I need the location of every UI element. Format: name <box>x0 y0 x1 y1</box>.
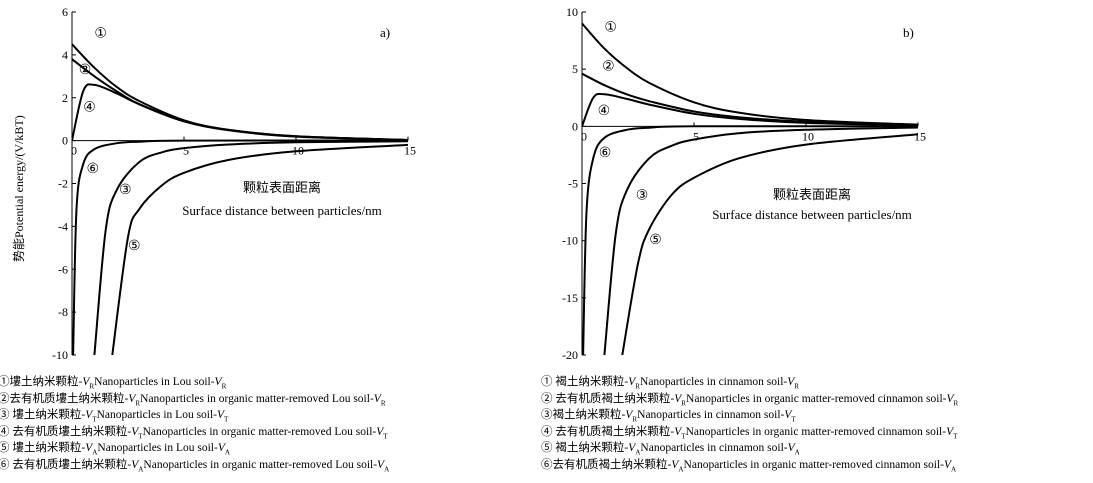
y-tick-label: 10 <box>566 5 578 19</box>
y-tick-label: 6 <box>62 5 68 19</box>
curve-label-4: ④ <box>598 104 611 119</box>
x-axis-label-cn: 颗粒表面距离 <box>243 180 321 195</box>
y-tick-label: 2 <box>62 91 68 105</box>
legend-item: ①塿土纳米颗粒-VRNanoparticles in Lou soil-VR <box>0 376 227 391</box>
y-tick-label: -10 <box>562 234 578 248</box>
legend-item: ②去有机质塿土纳米颗粒-VRNanoparticles in organic m… <box>0 392 386 407</box>
x-tick-label: 0 <box>71 144 77 158</box>
curve-label-2: ② <box>79 63 92 78</box>
curve-label-5: ⑤ <box>128 239 141 254</box>
panel-label: a) <box>380 25 390 40</box>
series-line-6 <box>72 139 409 356</box>
legend-item: ③褐土纳米颗粒-VRNanoparticles in cinnamon soil… <box>541 409 796 424</box>
x-axis-label-cn: 颗粒表面距离 <box>773 187 851 202</box>
y-axis-label-a: 势能Potential energy/(V/kBT) <box>12 115 26 262</box>
curve-label-3: ③ <box>119 183 132 198</box>
y-tick-label: -5 <box>568 177 578 191</box>
curve-label-4: ④ <box>83 101 96 116</box>
series-line-5 <box>621 133 919 356</box>
y-tick-label: -20 <box>562 348 578 362</box>
legend-item: ⑤ 塿土纳米颗粒-VANanoparticles in Lou soil-VA <box>0 442 230 457</box>
curve-label-1: ① <box>94 27 107 42</box>
x-axis-label-en: Surface distance between particles/nm <box>712 207 912 222</box>
y-tick-label: -2 <box>58 177 68 191</box>
series-line-3 <box>93 140 409 356</box>
x-tick-label: 15 <box>914 129 926 143</box>
legend-b: ① 褐土纳米颗粒-VRNanoparticles in cinnamon soi… <box>541 374 958 473</box>
x-tick-label: 0 <box>581 129 587 143</box>
y-tick-label: 0 <box>572 119 578 133</box>
y-tick-label: 0 <box>62 134 68 148</box>
curve-label-6: ⑥ <box>599 146 612 161</box>
curve-label-5: ⑤ <box>649 233 662 248</box>
x-tick-label: 5 <box>693 129 699 143</box>
series-line-1 <box>72 43 409 141</box>
y-tick-label: -15 <box>562 291 578 305</box>
series-group <box>582 22 919 356</box>
series-line-2 <box>582 72 919 127</box>
series-line-4 <box>582 92 919 127</box>
y-tick-label: -10 <box>52 348 68 362</box>
legend-item: ④ 去有机质褐土纳米颗粒-VTNanoparticles in organic … <box>541 425 958 440</box>
y-tick-label: -6 <box>58 262 68 276</box>
y-tick-label: -4 <box>58 219 68 233</box>
x-tick-label: 10 <box>802 129 814 143</box>
y-tick-label: -8 <box>58 305 68 319</box>
curve-label-1: ① <box>604 20 617 35</box>
legend-a: ①塿土纳米颗粒-VRNanoparticles in Lou soil-VR ②… <box>0 374 389 473</box>
x-axis-label-en: Surface distance between particles/nm <box>182 203 382 218</box>
series-line-4 <box>72 83 409 141</box>
y-tick-label: 4 <box>62 48 68 62</box>
x-tick-label: 15 <box>404 144 416 158</box>
curve-label-6: ⑥ <box>87 162 100 177</box>
series-line-1 <box>582 22 919 126</box>
series-line-2 <box>72 58 409 141</box>
x-tick-label: 5 <box>183 144 189 158</box>
series-line-6 <box>582 125 919 356</box>
legend-item: ⑥去有机质褐土纳米颗粒-VANanoparticles in organic m… <box>541 458 957 473</box>
y-tick-label: 5 <box>572 62 578 76</box>
series-line-5 <box>111 143 409 356</box>
curve-label-3: ③ <box>636 189 649 204</box>
panel-label: b) <box>903 25 914 40</box>
legend-item: ② 去有机质褐土纳米颗粒-VRNanoparticles in organic … <box>541 392 959 407</box>
legend-item: ⑥ 去有机质塿土纳米颗粒-VANanoparticles in organic … <box>0 458 390 473</box>
legend-item: ① 褐土纳米颗粒-VRNanoparticles in cinnamon soi… <box>541 376 800 391</box>
legend-item: ⑤ 褐土纳米颗粒-VANanoparticles in cinnamon soi… <box>541 442 800 457</box>
curve-label-2: ② <box>602 59 615 74</box>
series-line-3 <box>603 126 919 356</box>
series-group <box>72 43 409 356</box>
legend-item: ③ 塿土纳米颗粒-VTNanoparticles in Lou soil-VT <box>0 409 229 424</box>
legend-item: ④ 去有机质塿土纳米颗粒-VTNanoparticles in organic … <box>0 425 388 440</box>
